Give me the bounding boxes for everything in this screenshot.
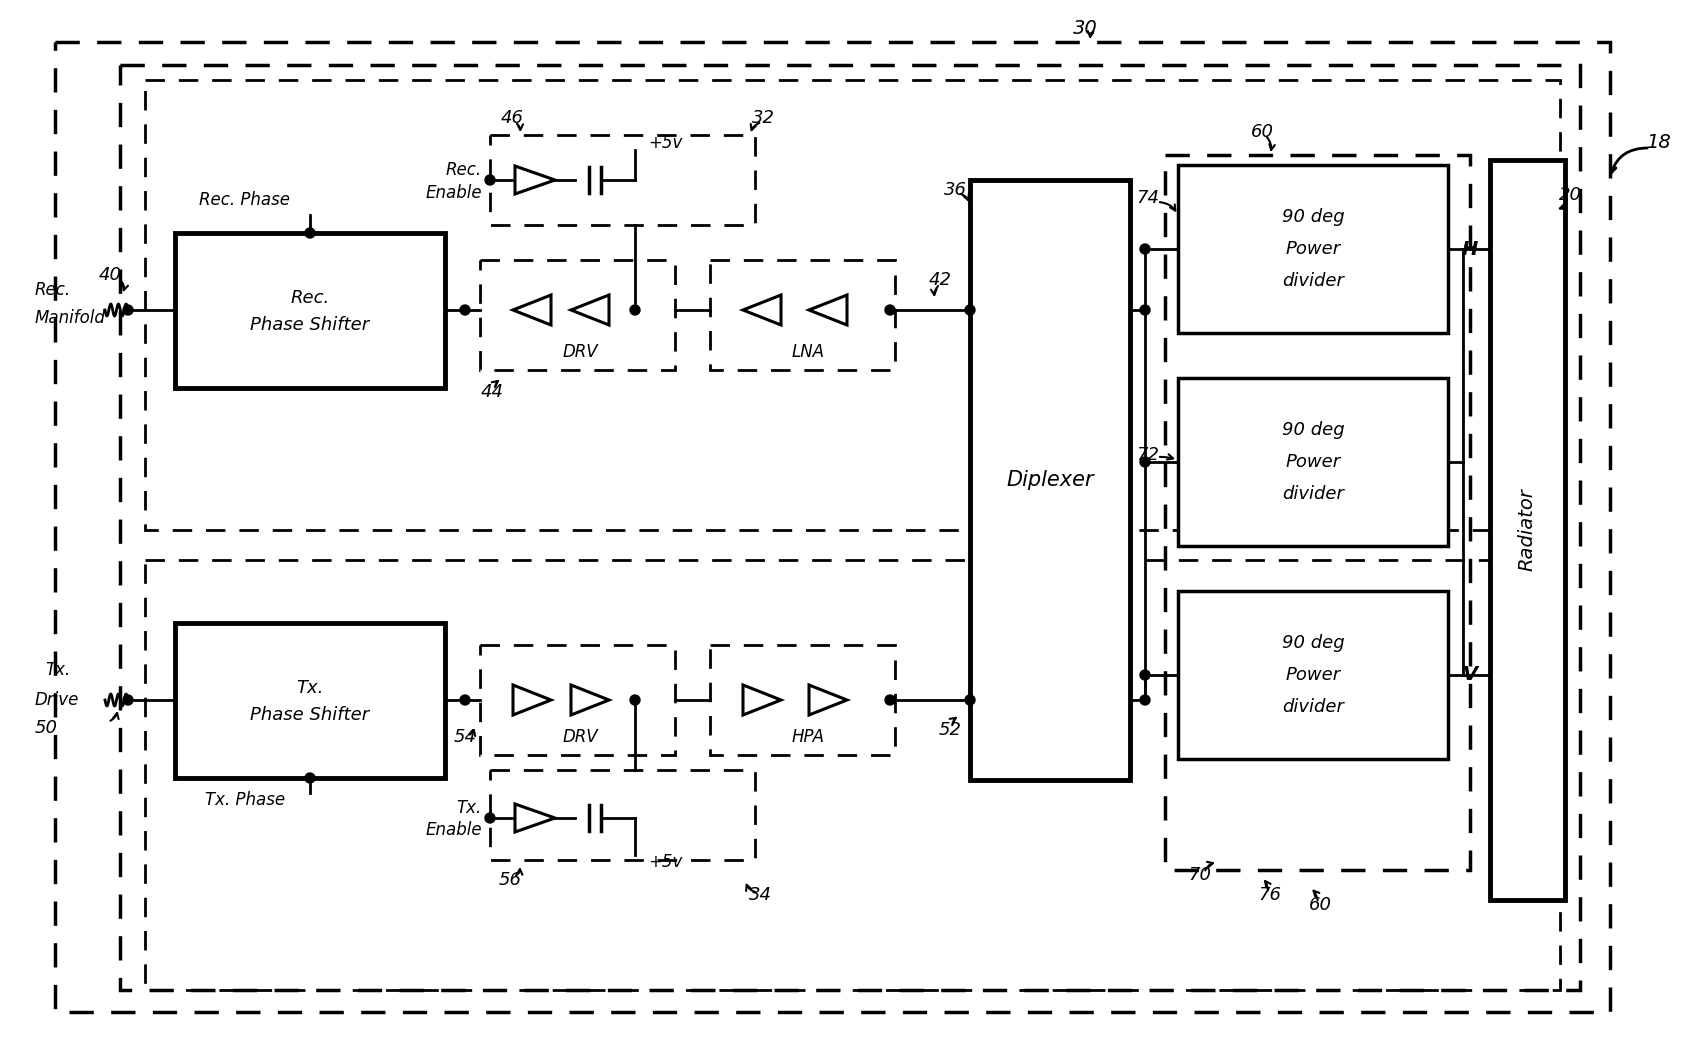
Text: Tx.: Tx. xyxy=(44,662,70,679)
Circle shape xyxy=(306,228,314,238)
FancyBboxPatch shape xyxy=(1178,165,1448,333)
Text: divider: divider xyxy=(1282,272,1343,290)
Text: 46: 46 xyxy=(500,109,522,127)
Circle shape xyxy=(964,695,975,705)
Text: Phase Shifter: Phase Shifter xyxy=(251,706,369,724)
Text: 60: 60 xyxy=(1250,123,1273,141)
Text: 18: 18 xyxy=(1644,132,1669,151)
Text: 40: 40 xyxy=(99,266,121,284)
FancyBboxPatch shape xyxy=(1489,160,1564,900)
Text: Tx.: Tx. xyxy=(456,799,481,817)
Text: Power: Power xyxy=(1285,666,1340,684)
FancyBboxPatch shape xyxy=(174,233,446,388)
Text: 44: 44 xyxy=(480,383,504,401)
Polygon shape xyxy=(743,295,780,326)
Text: Power: Power xyxy=(1285,453,1340,471)
Circle shape xyxy=(630,304,640,315)
Polygon shape xyxy=(516,166,555,194)
Text: DRV: DRV xyxy=(562,343,597,361)
Circle shape xyxy=(123,695,133,705)
FancyBboxPatch shape xyxy=(970,180,1130,780)
Text: HPA: HPA xyxy=(790,728,824,746)
Polygon shape xyxy=(809,295,847,326)
Polygon shape xyxy=(743,685,780,715)
Text: 20: 20 xyxy=(1557,186,1581,204)
FancyBboxPatch shape xyxy=(1178,591,1448,759)
Text: 90 deg: 90 deg xyxy=(1280,208,1343,226)
Circle shape xyxy=(459,695,469,705)
Circle shape xyxy=(1139,244,1149,254)
Circle shape xyxy=(459,304,469,315)
Text: 42: 42 xyxy=(929,271,951,289)
Text: 56: 56 xyxy=(498,872,521,889)
Polygon shape xyxy=(570,685,609,715)
Text: 50: 50 xyxy=(34,719,58,737)
Polygon shape xyxy=(512,685,551,715)
Text: H: H xyxy=(1461,239,1477,258)
Circle shape xyxy=(964,304,975,315)
Text: DRV: DRV xyxy=(562,728,597,746)
Text: Radiator: Radiator xyxy=(1516,488,1536,571)
Polygon shape xyxy=(516,804,555,832)
Text: Phase Shifter: Phase Shifter xyxy=(251,316,369,334)
Circle shape xyxy=(884,304,894,315)
Text: 32: 32 xyxy=(751,109,773,127)
Text: Power: Power xyxy=(1285,240,1340,258)
Text: 36: 36 xyxy=(942,181,966,200)
Text: Diplexer: Diplexer xyxy=(1005,470,1092,490)
Text: 52: 52 xyxy=(937,721,961,739)
Text: Rec.: Rec. xyxy=(446,161,481,179)
Polygon shape xyxy=(512,295,551,326)
Text: 34: 34 xyxy=(748,886,772,904)
FancyBboxPatch shape xyxy=(174,623,446,778)
Circle shape xyxy=(306,773,314,783)
Circle shape xyxy=(884,695,894,705)
Circle shape xyxy=(1139,695,1149,705)
Circle shape xyxy=(1139,304,1149,315)
Text: +5v: +5v xyxy=(647,134,681,152)
Text: V: V xyxy=(1461,666,1477,685)
Circle shape xyxy=(123,304,133,315)
Text: 90 deg: 90 deg xyxy=(1280,634,1343,652)
Text: +5v: +5v xyxy=(647,853,681,871)
Polygon shape xyxy=(809,685,847,715)
Text: Rec.: Rec. xyxy=(34,281,72,299)
Polygon shape xyxy=(570,295,609,326)
Text: 74: 74 xyxy=(1135,189,1159,207)
Text: 70: 70 xyxy=(1188,866,1210,884)
Text: Enable: Enable xyxy=(425,821,481,839)
Text: divider: divider xyxy=(1282,485,1343,503)
Text: 60: 60 xyxy=(1308,896,1331,914)
Text: 30: 30 xyxy=(1072,19,1096,38)
Text: Tx.: Tx. xyxy=(295,679,324,697)
Text: Tx. Phase: Tx. Phase xyxy=(205,791,285,808)
Text: Manifold: Manifold xyxy=(34,309,106,327)
Text: Enable: Enable xyxy=(425,184,481,202)
Circle shape xyxy=(485,175,495,185)
Text: 72: 72 xyxy=(1135,446,1159,464)
FancyBboxPatch shape xyxy=(1178,378,1448,546)
Circle shape xyxy=(1139,670,1149,680)
Text: Drive: Drive xyxy=(34,691,79,709)
Circle shape xyxy=(485,813,495,823)
Circle shape xyxy=(1139,457,1149,467)
Circle shape xyxy=(630,695,640,705)
Text: Rec. Phase: Rec. Phase xyxy=(200,191,290,209)
Text: LNA: LNA xyxy=(790,343,824,361)
Text: divider: divider xyxy=(1282,698,1343,716)
Text: 76: 76 xyxy=(1258,886,1280,904)
Text: 54: 54 xyxy=(454,728,476,746)
Text: Rec.: Rec. xyxy=(290,289,329,307)
Text: 90 deg: 90 deg xyxy=(1280,421,1343,439)
